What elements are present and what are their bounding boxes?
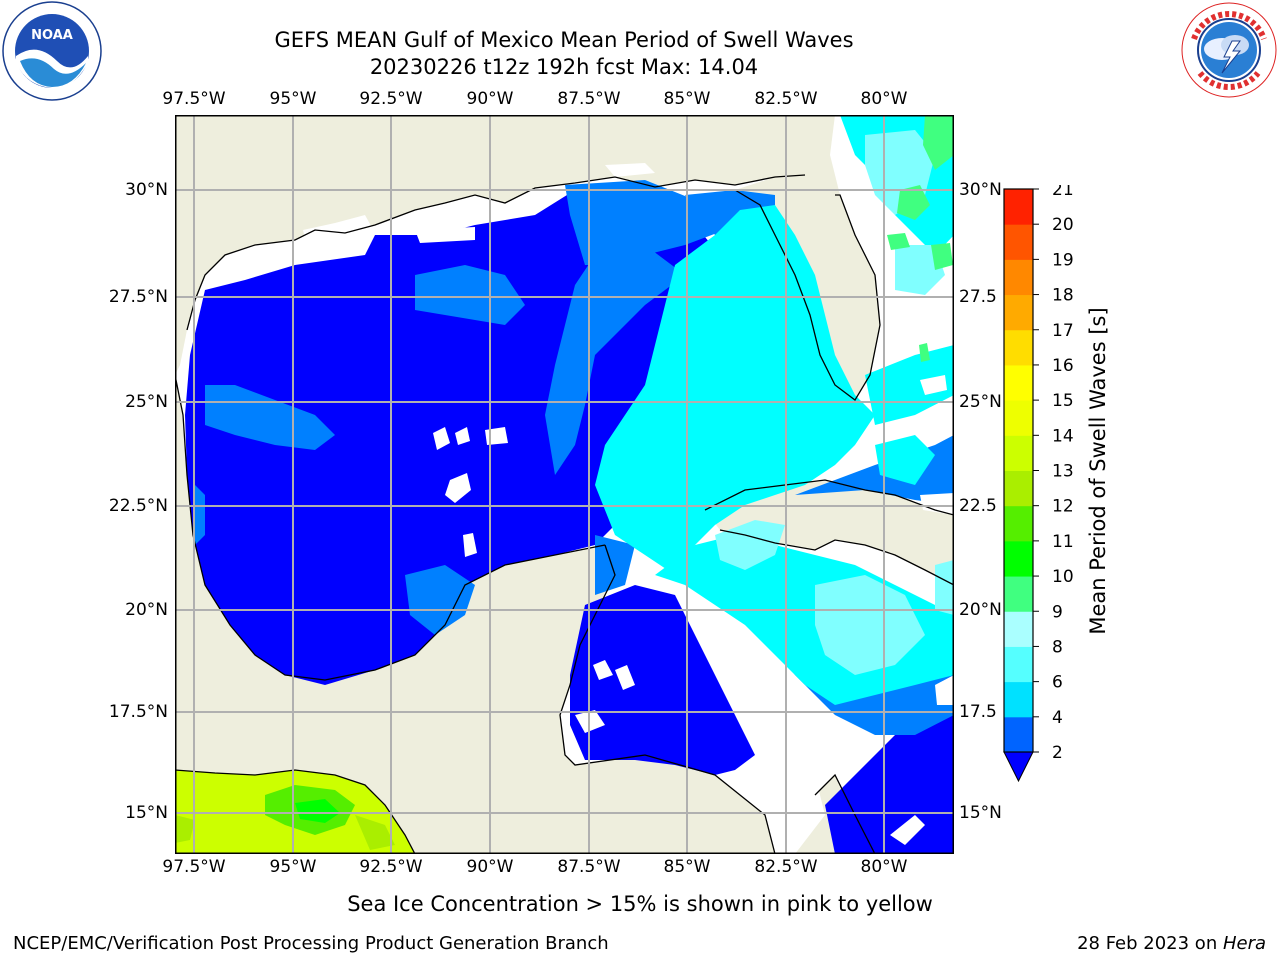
lon-label: 92.5°W <box>359 89 423 109</box>
longitude-labels-top: 97.5°W 95°W 92.5°W 90°W 87.5°W 85°W 82.5… <box>0 89 1280 111</box>
colorbar-swatch <box>1004 364 1033 401</box>
colorbar-tick-label: 9 <box>1052 602 1063 622</box>
lat-label: 27.5 <box>959 287 997 307</box>
colorbar-tick-label: 19 <box>1052 250 1074 270</box>
colorbar-swatch <box>1004 189 1033 225</box>
latitude-labels-right: 30°N 27.5 25°N 22.5 20°N 17.5 15°N <box>959 0 1003 960</box>
lon-label: 97.5°W <box>162 857 226 877</box>
nws-logo <box>1180 1 1278 99</box>
lon-label: 82.5°W <box>754 857 818 877</box>
map-title: GEFS MEAN Gulf of Mexico Mean Period of … <box>274 28 854 52</box>
lon-label: 85°W <box>663 857 711 877</box>
lat-label: 20°N <box>959 600 1002 620</box>
lat-label: 22.5 <box>959 496 997 516</box>
colorbar-tick-label: 21 <box>1052 185 1074 200</box>
colorbar-svg: 2 4 6 8 9 10 11 12 13 14 15 16 17 18 19 20 21 <box>1003 180 1074 783</box>
colorbar-underflow-arrow <box>1003 751 1034 783</box>
footer-host: Hera <box>1222 933 1266 954</box>
colorbar-tick-label: 15 <box>1052 391 1074 411</box>
colorbar-tick-label: 8 <box>1052 637 1063 657</box>
longitude-labels-bottom: 97.5°W 95°W 92.5°W 90°W 87.5°W 85°W 82.5… <box>0 857 1280 879</box>
colorbar-tick-label: 18 <box>1052 286 1074 306</box>
colorbar-swatches <box>1004 189 1033 753</box>
lat-label: 15°N <box>959 803 1002 823</box>
colorbar-swatch <box>1004 400 1033 436</box>
colorbar-tick-label: 16 <box>1052 356 1074 376</box>
noaa-logo: NOAA <box>2 1 102 101</box>
lon-label: 87.5°W <box>557 857 621 877</box>
colorbar-tick-label: 14 <box>1052 426 1074 446</box>
colorbar-label: Mean Period of Swell Waves [s] <box>1086 307 1110 635</box>
map-frame <box>175 115 954 854</box>
lat-label: 30°N <box>125 180 168 200</box>
lat-label: 25°N <box>125 392 168 412</box>
colorbar-tick-label: 20 <box>1052 215 1074 235</box>
colorbar-tick-label: 17 <box>1052 321 1074 341</box>
colorbar-swatch <box>1004 540 1033 577</box>
colorbar-swatch <box>1004 646 1033 683</box>
colorbar-swatch <box>1004 259 1033 296</box>
lon-label: 87.5°W <box>557 89 621 109</box>
colorbar-swatch <box>1004 611 1033 647</box>
colorbar-tick-label: 11 <box>1052 532 1074 552</box>
colorbar-ticks: 2 4 6 8 9 10 11 12 13 14 15 16 17 18 19 20 21 <box>1033 180 1074 763</box>
lon-label: 80°W <box>860 89 908 109</box>
footer-credit: NCEP/EMC/Verification Post Processing Pr… <box>13 933 609 954</box>
latitude-labels-left: 30°N 27.5°N 25°N 22.5°N 20°N 17.5°N 15°N <box>0 0 170 960</box>
lat-label: 25°N <box>959 392 1002 412</box>
colorbar-swatch <box>1004 329 1033 366</box>
lon-label: 82.5°W <box>754 89 818 109</box>
lon-label: 95°W <box>269 857 317 877</box>
lon-label: 97.5°W <box>162 89 226 109</box>
lon-label: 90°W <box>466 89 514 109</box>
map-svg <box>174 115 955 855</box>
lon-label: 92.5°W <box>359 857 423 877</box>
colorbar-swatch <box>1004 294 1033 331</box>
lon-label: 95°W <box>269 89 317 109</box>
footer-date: 28 Feb 2023 on Hera <box>1077 933 1266 954</box>
noaa-logo-text: NOAA <box>31 28 73 43</box>
lat-label: 20°N <box>125 600 168 620</box>
lon-label: 85°W <box>663 89 711 109</box>
lon-label: 90°W <box>466 857 514 877</box>
colorbar-tick-label: 10 <box>1052 567 1074 587</box>
colorbar-tick-label: 12 <box>1052 497 1074 517</box>
colorbar-swatch <box>1004 435 1033 471</box>
footer-date-text: 28 Feb 2023 on <box>1077 933 1223 954</box>
sea-green <box>887 115 954 362</box>
colorbar-swatch <box>1004 716 1033 753</box>
lat-label: 30°N <box>959 180 1002 200</box>
map-subtitle: 20230226 t12z 192h fcst Max: 14.04 <box>369 55 759 79</box>
colorbar: 2 4 6 8 9 10 11 12 13 14 15 16 17 18 19 20 21 <box>1000 180 1080 785</box>
colorbar-swatch <box>1004 681 1033 718</box>
colorbar-swatch <box>1004 224 1033 260</box>
colorbar-swatch <box>1004 576 1033 612</box>
lat-label: 27.5°N <box>108 287 168 307</box>
lat-label: 15°N <box>125 803 168 823</box>
colorbar-tick-label: 2 <box>1052 743 1063 763</box>
sea-ice-note: Sea Ice Concentration > 15% is shown in … <box>347 892 933 916</box>
lat-label: 17.5°N <box>108 702 168 722</box>
colorbar-swatch <box>1004 505 1033 542</box>
colorbar-tick-label: 6 <box>1052 673 1063 693</box>
graticule <box>175 115 954 854</box>
map-panel <box>174 115 955 855</box>
lon-label: 80°W <box>860 857 908 877</box>
lat-label: 17.5 <box>959 702 997 722</box>
colorbar-swatch <box>1004 470 1033 507</box>
lat-label: 22.5°N <box>108 496 168 516</box>
colorbar-tick-label: 4 <box>1052 708 1063 728</box>
colorbar-tick-label: 13 <box>1052 462 1074 482</box>
